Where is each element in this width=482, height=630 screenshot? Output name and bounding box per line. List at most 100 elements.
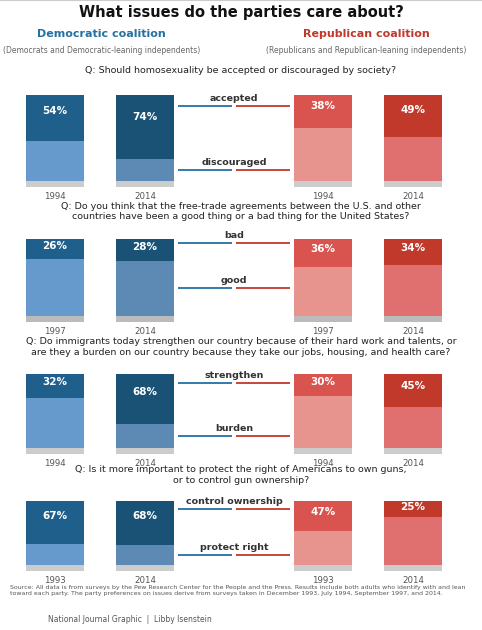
Bar	[294, 128, 352, 181]
Bar	[26, 181, 84, 187]
Bar	[294, 448, 352, 454]
Bar	[294, 95, 352, 128]
Text: National Journal Graphic  |  Libby Isenstein: National Journal Graphic | Libby Isenste…	[48, 615, 212, 624]
Bar	[384, 95, 442, 137]
Bar	[116, 448, 174, 454]
Text: Q: Should homosexuality be accepted or discouraged by society?: Q: Should homosexuality be accepted or d…	[85, 66, 397, 75]
Bar	[384, 501, 442, 517]
Text: accepted: accepted	[210, 94, 258, 103]
Bar	[294, 316, 352, 322]
Bar	[116, 374, 174, 425]
Text: 68%: 68%	[133, 511, 158, 521]
Text: 1994: 1994	[312, 459, 334, 468]
Bar	[384, 265, 442, 316]
Bar	[294, 181, 352, 187]
Bar	[116, 239, 174, 261]
Text: bad: bad	[224, 231, 244, 240]
Text: 2014: 2014	[134, 576, 156, 585]
Text: 2014: 2014	[402, 459, 424, 468]
Text: discouraged: discouraged	[201, 158, 267, 167]
Bar	[384, 239, 442, 265]
Text: 2014: 2014	[402, 576, 424, 585]
Text: burden: burden	[215, 424, 253, 433]
Bar	[26, 544, 84, 565]
Text: What issues do the parties care about?: What issues do the parties care about?	[79, 4, 403, 20]
Text: 36%: 36%	[310, 244, 335, 254]
Bar	[384, 408, 442, 448]
Bar	[116, 544, 174, 565]
Text: 30%: 30%	[310, 377, 335, 387]
Bar	[116, 159, 174, 181]
Bar	[26, 565, 84, 571]
Bar	[384, 137, 442, 181]
Bar	[26, 259, 84, 316]
Bar	[116, 565, 174, 571]
Text: 47%: 47%	[310, 507, 335, 517]
Text: 1993: 1993	[312, 576, 334, 585]
Text: 1994: 1994	[44, 459, 66, 468]
Text: 45%: 45%	[401, 381, 426, 391]
Text: Democratic coalition: Democratic coalition	[37, 29, 166, 39]
Text: 1993: 1993	[44, 576, 66, 585]
Text: 26%: 26%	[42, 241, 67, 251]
Bar	[26, 95, 84, 142]
Bar	[26, 448, 84, 454]
Bar	[116, 95, 174, 159]
Text: good: good	[221, 277, 247, 285]
Bar	[26, 501, 84, 544]
Bar	[384, 181, 442, 187]
Text: 2014: 2014	[402, 327, 424, 336]
Text: strengthen: strengthen	[204, 371, 264, 380]
Text: 38%: 38%	[310, 101, 335, 112]
Text: control ownership: control ownership	[186, 497, 282, 506]
Text: (Democrats and Democratic-leaning independents): (Democrats and Democratic-leaning indepe…	[2, 47, 200, 55]
Bar	[26, 142, 84, 181]
Bar	[384, 374, 442, 408]
Bar	[26, 316, 84, 322]
Bar	[384, 316, 442, 322]
Text: 1997: 1997	[44, 327, 66, 336]
Bar	[116, 501, 174, 544]
Bar	[116, 181, 174, 187]
Bar	[294, 531, 352, 565]
Text: 2014: 2014	[134, 327, 156, 336]
Text: (Republicans and Republican-leaning independents): (Republicans and Republican-leaning inde…	[266, 47, 467, 55]
Text: 67%: 67%	[42, 511, 67, 521]
Text: NJ: NJ	[13, 614, 22, 624]
Bar	[294, 565, 352, 571]
Bar	[294, 266, 352, 316]
Text: 1997: 1997	[312, 327, 334, 336]
Text: Source: All data is from surveys by the Pew Research Center for the People and t: Source: All data is from surveys by the …	[10, 585, 465, 596]
Text: 74%: 74%	[133, 112, 158, 122]
Bar	[294, 396, 352, 448]
Bar	[294, 239, 352, 266]
Bar	[26, 374, 84, 398]
Text: 32%: 32%	[42, 377, 67, 387]
Bar	[116, 261, 174, 316]
Bar	[116, 425, 174, 448]
Text: 2014: 2014	[402, 192, 424, 201]
Text: Republican coalition: Republican coalition	[303, 29, 429, 39]
Bar	[26, 239, 84, 259]
Text: 1994: 1994	[44, 192, 66, 201]
Bar	[384, 448, 442, 454]
Bar	[384, 565, 442, 571]
Text: 1994: 1994	[312, 192, 334, 201]
Text: 28%: 28%	[133, 241, 158, 251]
Text: 54%: 54%	[42, 106, 67, 117]
Text: protect right: protect right	[200, 543, 268, 552]
Text: 68%: 68%	[133, 387, 158, 397]
Text: Q: Is it more important to protect the right of Americans to own guns,
or to con: Q: Is it more important to protect the r…	[75, 466, 407, 484]
Bar	[294, 501, 352, 531]
Text: 25%: 25%	[401, 501, 426, 512]
Text: 2014: 2014	[134, 459, 156, 468]
Text: Q: Do you think that the free-trade agreements between the U.S. and other
countr: Q: Do you think that the free-trade agre…	[61, 202, 421, 221]
Bar	[116, 316, 174, 322]
Bar	[294, 374, 352, 396]
Text: 49%: 49%	[401, 105, 426, 115]
Bar	[26, 398, 84, 448]
Bar	[384, 517, 442, 565]
Text: 2014: 2014	[134, 192, 156, 201]
Text: Q: Do immigrants today strengthen our country because of their hard work and tal: Q: Do immigrants today strengthen our co…	[26, 337, 456, 357]
Text: 34%: 34%	[401, 243, 426, 253]
